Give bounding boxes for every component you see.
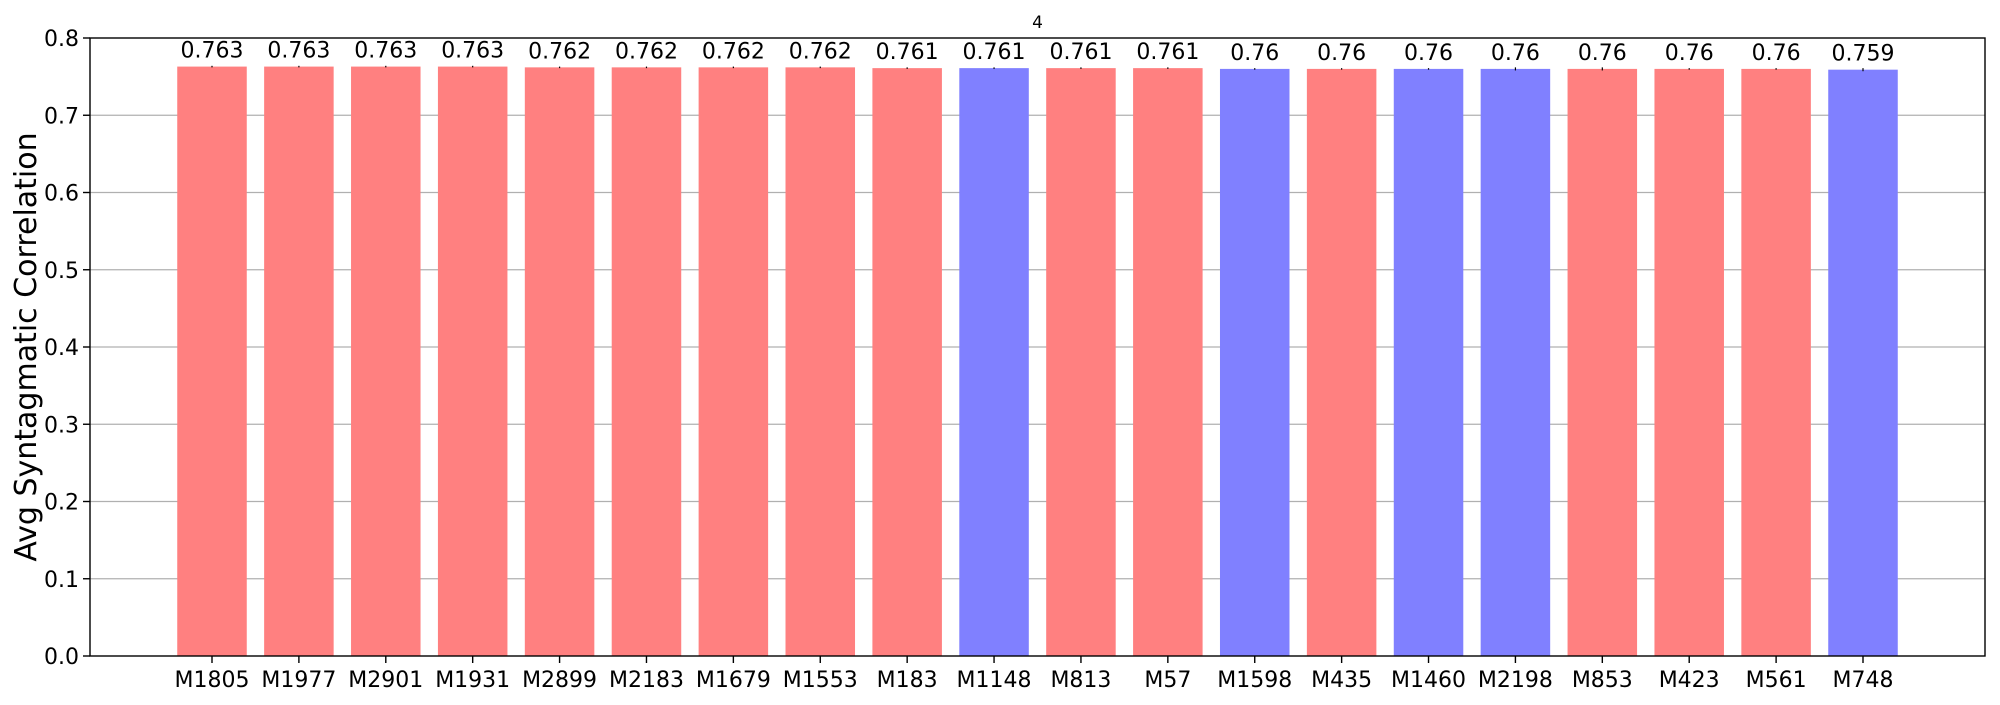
bars [177,66,1898,657]
bar-m1148 [959,68,1029,656]
y-tick-label: 0.1 [44,568,79,593]
data-label: 0.761 [876,40,939,65]
x-tick-label: M561 [1746,668,1807,693]
error-bars [211,65,1864,72]
y-tick-label: 0.2 [44,491,79,516]
chart-title: 4 [1032,13,1043,33]
x-tick-label: M1931 [435,668,510,693]
data-label: 0.761 [1049,40,1112,65]
bar-m1805 [177,66,247,656]
x-tick-label: M1148 [957,668,1032,693]
x-tick-label: M2899 [522,668,597,693]
x-tick-label: M183 [877,668,938,693]
x-axis-ticks: M1805 M1977 M2901 M1931 M2899 M2183 M1679 M1553… [175,656,1894,693]
bar-m853 [1567,68,1638,656]
bar-m1460 [1393,68,1464,656]
y-tick-label: 0.7 [44,104,79,129]
data-label: 0.76 [1404,41,1453,66]
x-tick-label: M435 [1311,668,1372,693]
bar-m2198 [1480,68,1551,656]
data-label: 0.76 [1230,41,1279,66]
data-label: 0.759 [1832,42,1895,67]
x-tick-label: M1553 [783,668,858,693]
data-label: 0.761 [1136,40,1199,65]
bar-m1553 [785,67,856,657]
data-label: 0.762 [528,39,591,64]
bar-m2899 [524,67,595,657]
data-label: 0.763 [267,39,330,64]
x-tick-label: M2198 [1478,668,1553,693]
data-labels: 0.763 0.763 0.763 0.763 0.762 0.762 0.762 0.762… [181,39,1895,67]
data-label: 0.763 [354,39,417,64]
y-axis-label: Avg Syntagmatic Correlation [9,132,44,561]
y-tick-label: 0.8 [44,27,79,52]
x-tick-label: M1805 [175,668,250,693]
y-tick-label: 0.6 [44,182,79,207]
y-axis-ticks: 0.0 0.1 0.2 0.3 0.4 0.5 0.6 0.7 0.8 [44,27,90,670]
data-label: 0.763 [181,39,244,64]
data-label: 0.76 [1752,41,1801,66]
bar-m748 [1828,69,1898,657]
bar-m1679 [698,67,769,657]
data-label: 0.762 [702,39,765,64]
bar-m1977 [264,66,334,656]
bar-m423 [1654,68,1724,656]
bar-m2183 [611,67,682,657]
x-tick-label: M813 [1050,668,1111,693]
bar-m561 [1741,68,1811,656]
x-tick-label: M423 [1659,668,1720,693]
bar-m183 [872,68,942,656]
data-label: 0.76 [1578,41,1627,66]
x-tick-label: M853 [1572,668,1633,693]
data-label: 0.763 [441,39,504,64]
x-tick-label: M57 [1144,668,1191,693]
y-tick-label: 0.3 [44,413,79,438]
bar-m57 [1133,68,1203,656]
data-label: 0.76 [1491,41,1540,66]
bar-m813 [1046,68,1116,656]
bar-m1598 [1219,68,1290,656]
x-tick-label: M748 [1833,668,1894,693]
y-tick-label: 0.4 [44,336,79,361]
data-label: 0.762 [789,39,852,64]
bar-m1931 [437,66,508,656]
bar-m435 [1306,68,1377,656]
y-tick-label: 0.0 [44,645,79,670]
data-label: 0.762 [615,39,678,64]
data-label: 0.76 [1665,41,1714,66]
x-tick-label: M2901 [348,668,423,693]
x-tick-label: M1598 [1217,668,1292,693]
x-tick-label: M1679 [696,668,771,693]
data-label: 0.76 [1317,41,1366,66]
x-tick-label: M1460 [1391,668,1466,693]
x-tick-label: M1977 [261,668,336,693]
bar-m2901 [351,66,421,656]
x-tick-label: M2183 [609,668,684,693]
data-label: 0.761 [963,40,1026,65]
y-tick-label: 0.5 [44,259,79,284]
